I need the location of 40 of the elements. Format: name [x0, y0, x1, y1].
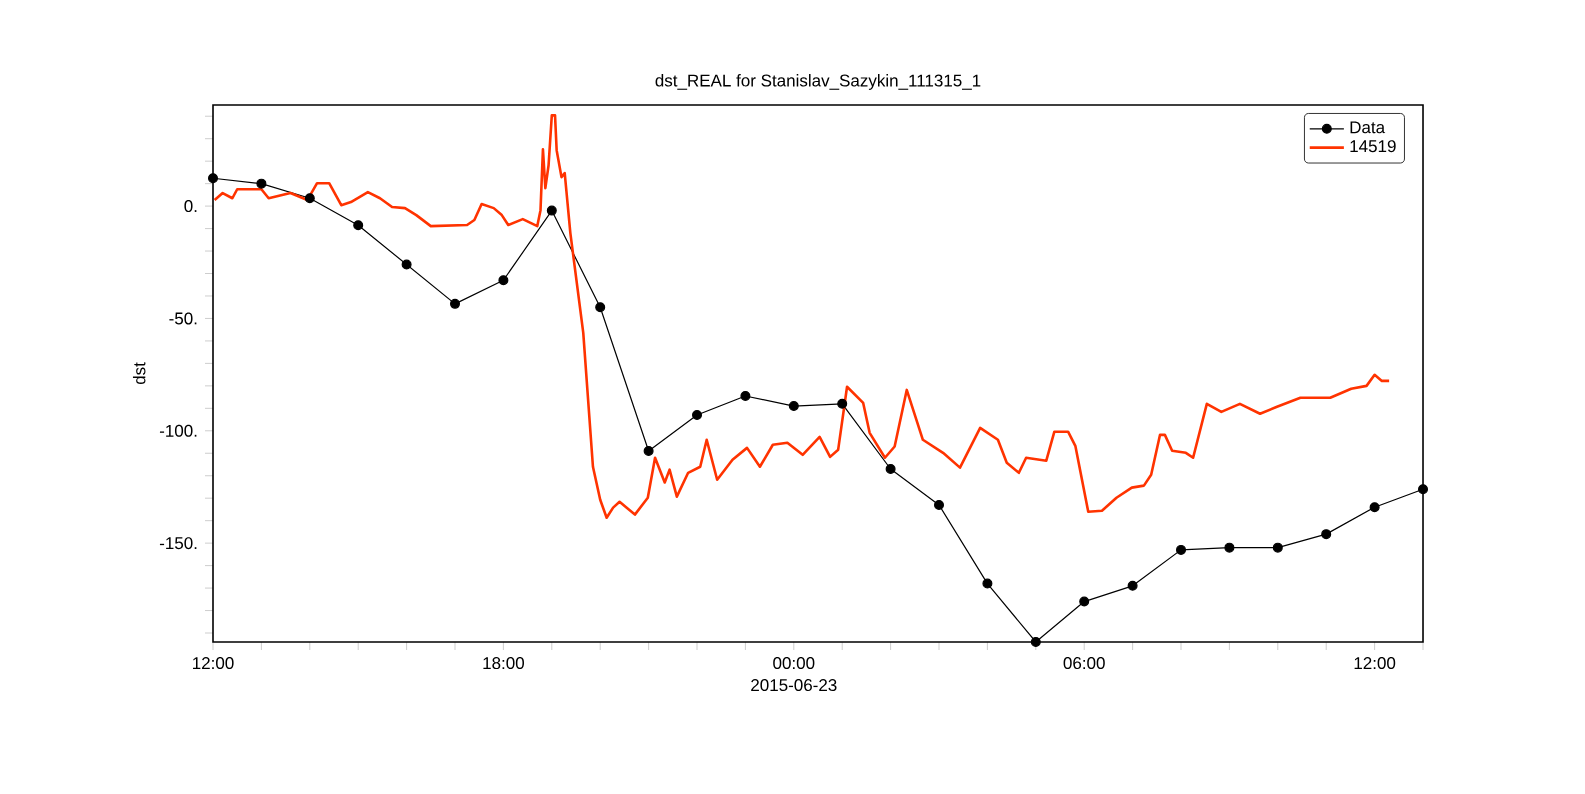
x-tick-label: 18:00: [483, 657, 524, 670]
point: [595, 302, 606, 313]
point: [1418, 484, 1429, 495]
y-tick-label: 0.: [184, 200, 197, 213]
point: [1321, 529, 1332, 540]
point: [1369, 502, 1380, 513]
point: [692, 410, 703, 421]
point: [208, 173, 218, 184]
point: [982, 578, 993, 589]
point: [837, 398, 848, 409]
chart-title: dst_REAL for Stanislav_Sazykin_111315_1: [655, 74, 981, 90]
y-tick-label: -100.: [159, 424, 197, 437]
x-tick-label: 12:00: [1354, 657, 1396, 670]
point: [546, 205, 557, 216]
point: [934, 499, 945, 510]
point: [788, 401, 799, 412]
point: [1079, 596, 1090, 607]
y-axis-title: dst: [132, 362, 146, 385]
point: [353, 220, 364, 231]
point: [885, 463, 896, 474]
point: [1176, 544, 1187, 555]
point: [401, 259, 412, 270]
point: [1224, 542, 1235, 553]
x-tick-label: 06:00: [1063, 657, 1105, 670]
point: [256, 178, 267, 189]
point: [304, 193, 315, 204]
x-axis-title: 2015-06-23: [751, 679, 837, 692]
legend-label: 14519: [1350, 140, 1396, 153]
point: [1272, 542, 1283, 553]
legend-label: Data: [1350, 121, 1386, 134]
point: [643, 446, 654, 457]
y-tick-label: -50.: [169, 312, 197, 325]
point: [1127, 580, 1138, 591]
x-tick-label: 00:00: [773, 657, 815, 670]
point: [1030, 637, 1041, 647]
point: [498, 275, 509, 286]
point: [740, 390, 751, 401]
y-tick-label: -150.: [159, 537, 197, 550]
point: [450, 298, 461, 309]
x-tick-label: 12:00: [193, 657, 234, 670]
